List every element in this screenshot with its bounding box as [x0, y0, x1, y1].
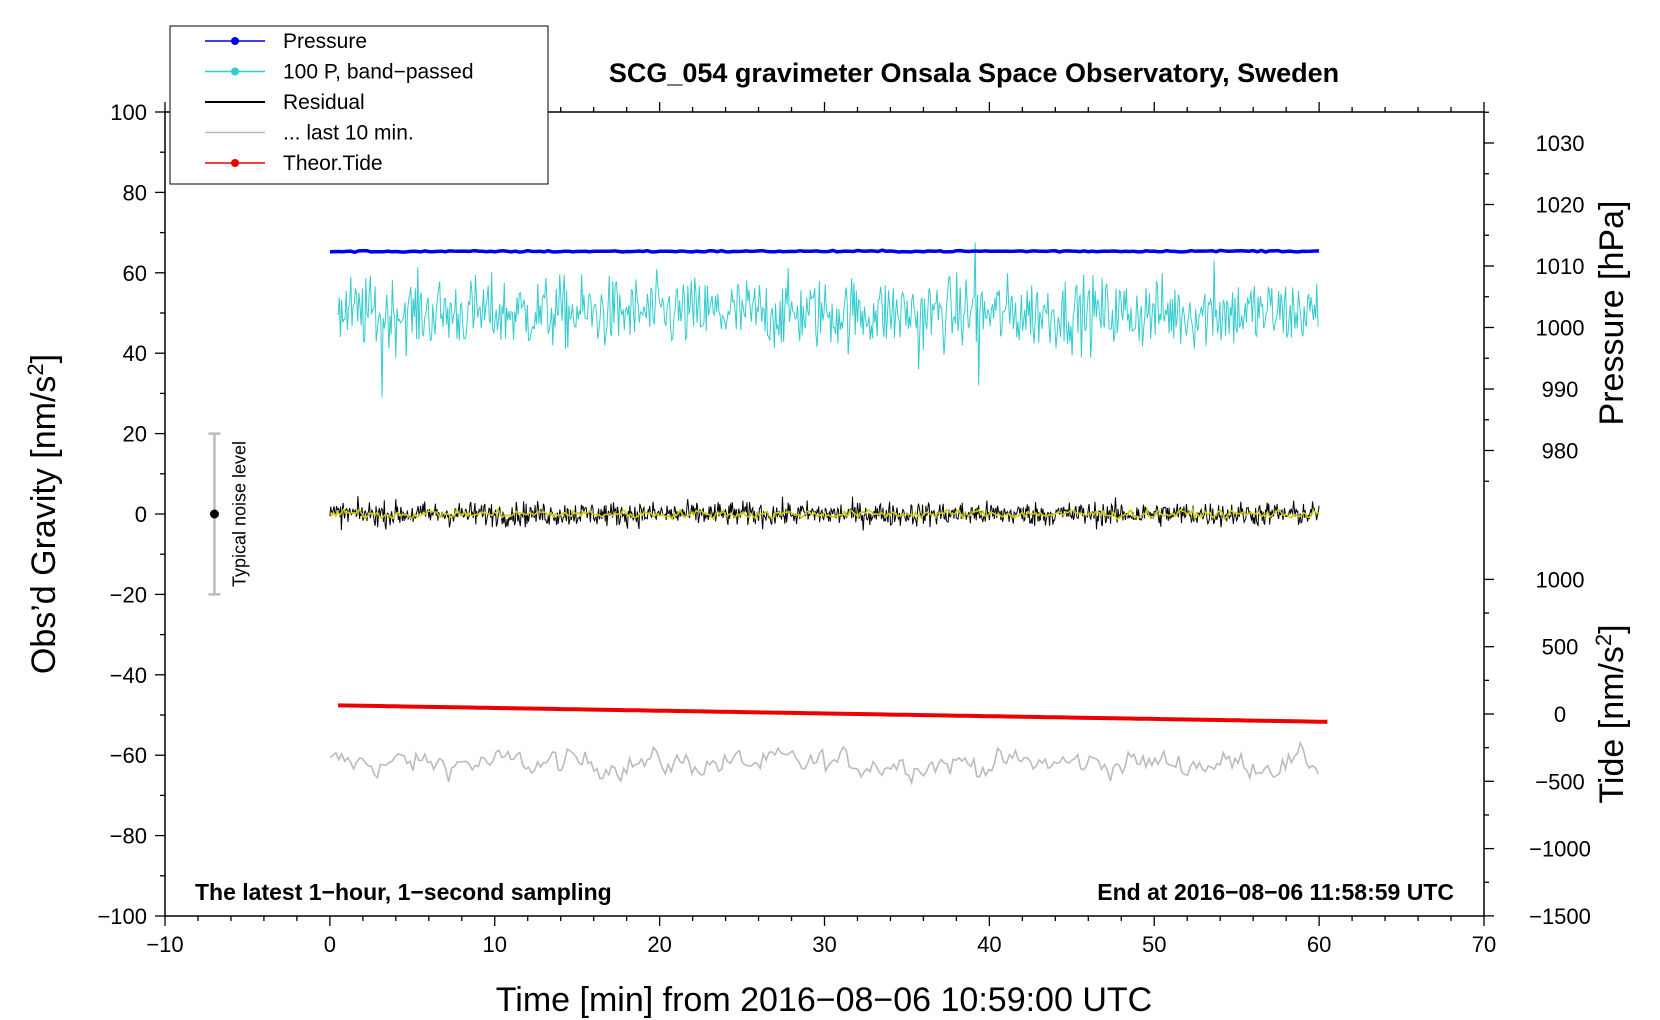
y-axis-left-title: Obs’d Gravity [nm/s2]: [23, 354, 63, 674]
x-axis: −10 0 10 20 30 40 50 60 70: [146, 102, 1496, 957]
x-tick-label: 30: [812, 932, 836, 957]
legend-marker: [231, 159, 239, 167]
series-theor-tide: [338, 703, 1328, 724]
legend-marker: [231, 37, 239, 45]
tide-tick-label: 1000: [1536, 567, 1585, 592]
legend-label: 100 P, band−passed: [283, 61, 474, 84]
legend-box: [169, 25, 549, 185]
series-residual: [329, 496, 1320, 531]
pressure-tick-label: 1010: [1536, 254, 1585, 279]
series-last-10-min: [329, 740, 1319, 786]
pressure-tick-label: 1030: [1536, 131, 1585, 156]
y-axis-pressure-title: Pressure [hPa]: [1593, 201, 1631, 426]
tide-tick-label: −500: [1535, 769, 1585, 794]
y-axis-left-title-close: ]: [25, 354, 63, 363]
y-tick-label: −80: [110, 824, 147, 849]
tide-tick-label: −1000: [1529, 837, 1591, 862]
y-tick-label: 20: [123, 422, 147, 447]
pressure-tick-label: 1020: [1536, 193, 1585, 218]
y-axis-tide-title-close: ]: [1593, 624, 1631, 633]
pressure-tick-label: 990: [1542, 377, 1579, 402]
noise-center-dot: [209, 509, 219, 519]
y-axis-pressure: 980 990 1000 1010 1020 1030: [1484, 111, 1585, 482]
y-tick-label: 80: [123, 180, 147, 205]
y-tick-label: −100: [97, 904, 147, 929]
x-tick-label: 10: [483, 932, 507, 957]
pressure-tick-label: 980: [1542, 439, 1579, 464]
y-tick-label: −20: [110, 582, 147, 607]
chart-title: SCG_054 gravimeter Onsala Space Observat…: [609, 58, 1339, 88]
y-axis-left-title-sup: 2: [23, 363, 48, 375]
x-tick-label: 60: [1307, 932, 1331, 957]
legend-label: Residual: [283, 91, 365, 114]
legend-label: ... last 10 min.: [283, 122, 414, 145]
y-tick-label: −40: [110, 663, 147, 688]
legend-items: Pressure 100 P, band−passed Residual ... la…: [205, 30, 474, 175]
tide-tick-label: −1500: [1529, 904, 1591, 929]
footnote-right: End at 2016−08−06 11:58:59 UTC: [1097, 879, 1454, 905]
y-axis-tide-title-sup: 2: [1591, 634, 1616, 646]
series-layer: [329, 242, 1328, 786]
legend-label: Theor.Tide: [283, 152, 383, 175]
legend-marker: [231, 67, 239, 76]
x-tick-label: −10: [146, 932, 183, 957]
x-tick-label: 70: [1472, 932, 1496, 957]
x-tick-label: 40: [977, 932, 1001, 957]
y-tick-label: 60: [123, 261, 147, 286]
pressure-tick-label: 1000: [1536, 316, 1585, 341]
noise-indicator: Typical noise level: [208, 432, 249, 596]
y-tick-label: 0: [135, 502, 147, 527]
y-tick-label: 100: [110, 100, 147, 125]
tide-tick-label: 0: [1554, 702, 1566, 727]
y-axis-left-title-text: Obs’d Gravity [nm/s: [25, 376, 63, 675]
series-pressure: [329, 248, 1320, 255]
x-tick-label: 50: [1142, 932, 1166, 957]
x-axis-title: Time [min] from 2016−08−06 10:59:00 UTC: [496, 981, 1152, 1019]
tide-tick-label: 500: [1542, 635, 1579, 660]
y-axis-tide: −1500 −1000 −500 0 500 1000: [1484, 567, 1591, 929]
y-axis-tide-title-text: Tide [nm/s: [1593, 646, 1631, 803]
legend: Pressure 100 P, band−passed Residual ... la…: [169, 25, 549, 185]
y-axis-tide-title: Tide [nm/s2]: [1591, 624, 1631, 803]
series-band-passed: [337, 242, 1319, 398]
footnote-left: The latest 1−hour, 1−second sampling: [195, 879, 612, 905]
legend-label: Pressure: [283, 30, 367, 53]
series-residual-smoothed: [329, 506, 1320, 521]
y-tick-label: 40: [123, 341, 147, 366]
x-tick-label: 20: [647, 932, 671, 957]
noise-label: Typical noise level: [229, 441, 249, 587]
y-tick-label: −60: [110, 743, 147, 768]
y-axis-left: −100 −80 −60 −40 −20 0 20 40 60 80 100: [97, 100, 165, 929]
x-tick-label: 0: [324, 932, 336, 957]
